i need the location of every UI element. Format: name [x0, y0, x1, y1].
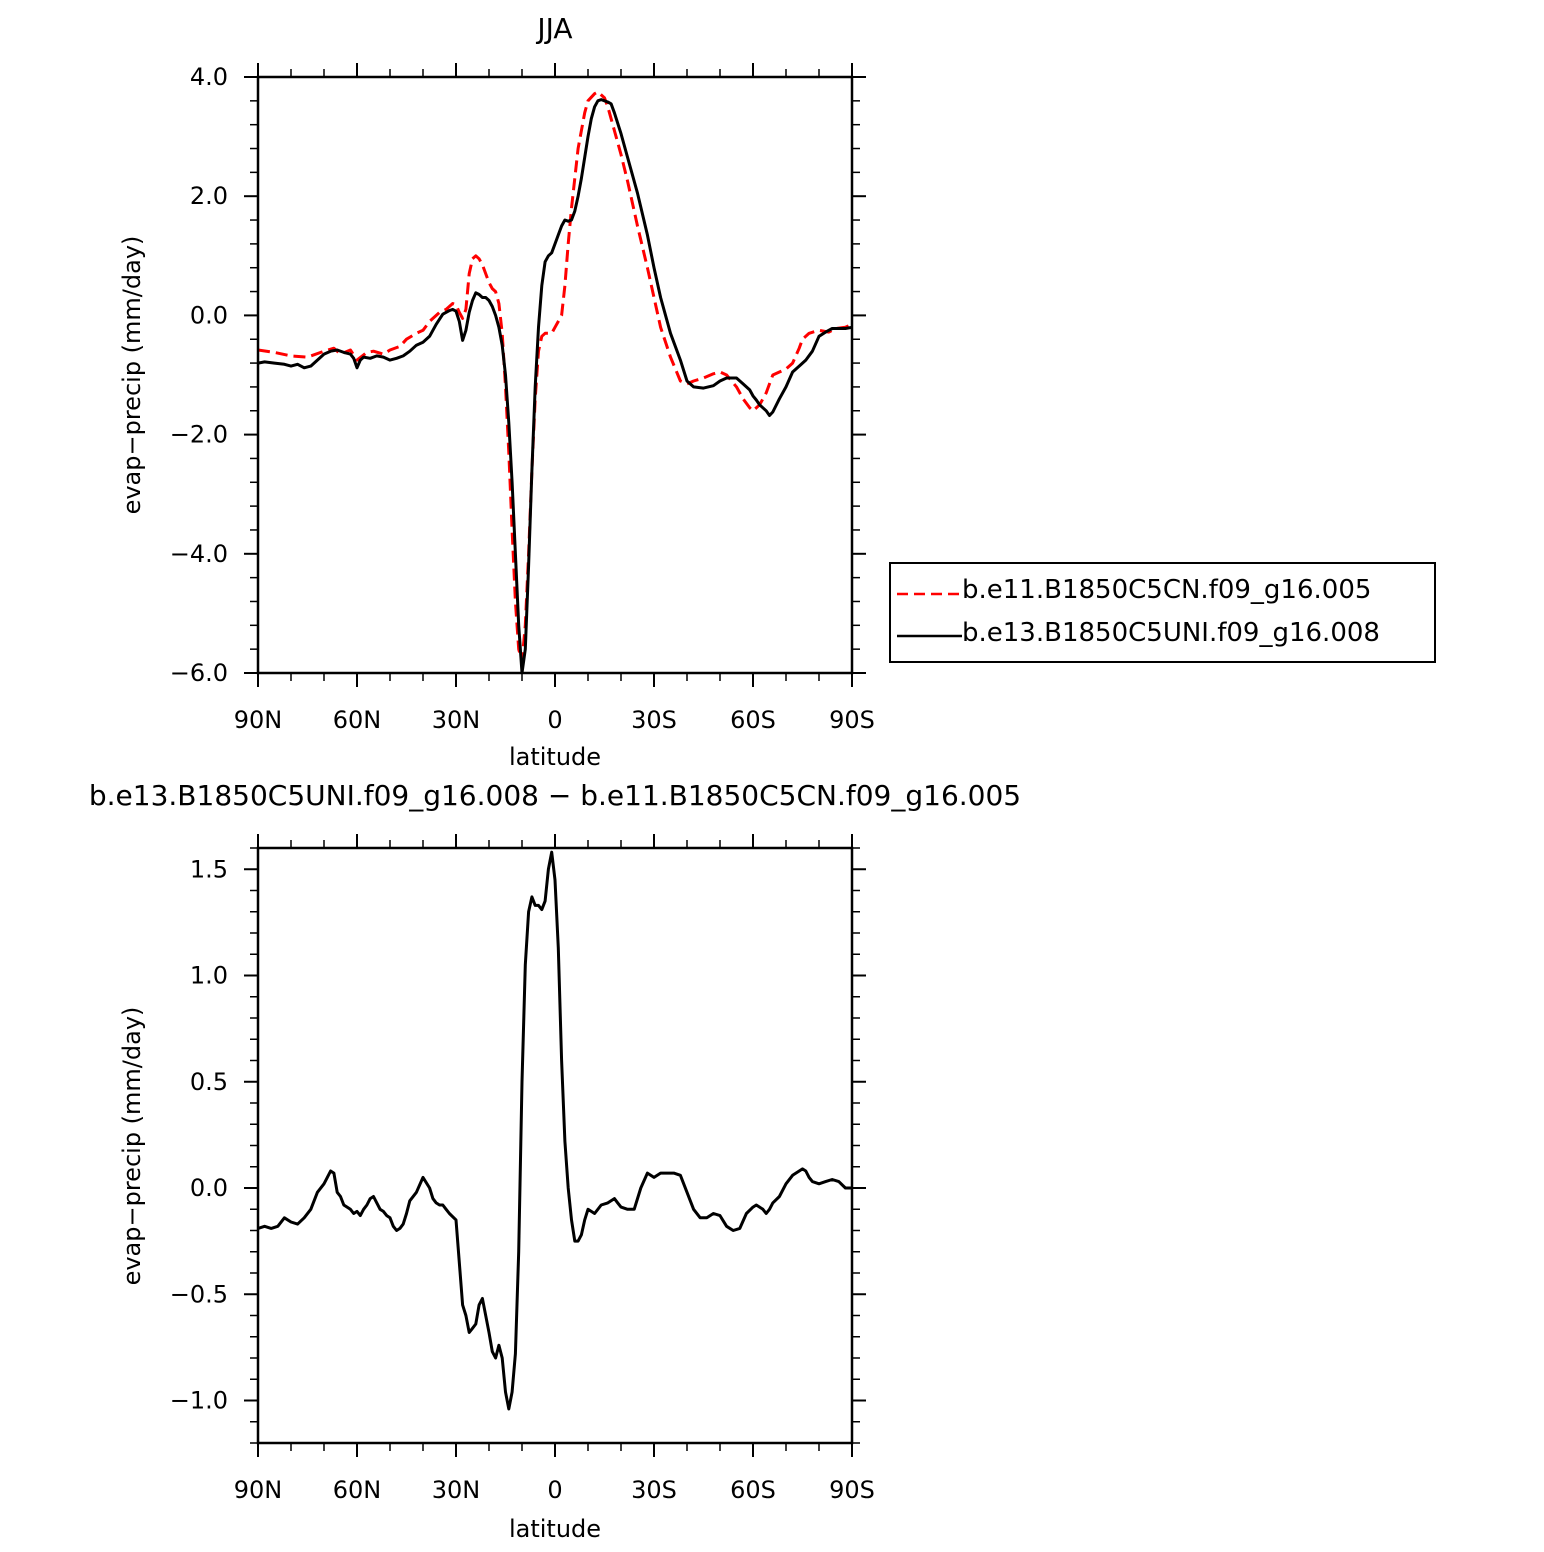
- panel-2-plot-frame: [256, 846, 854, 1445]
- series-line-2: [258, 98, 852, 673]
- x-tick-label: 30N: [432, 706, 481, 734]
- y-tick-label: −1.0: [170, 1387, 228, 1415]
- y-tick-label: 0.0: [190, 301, 228, 329]
- panel-2-x-axis-label: latitude: [509, 1515, 601, 1543]
- x-tick-label: 0: [547, 706, 562, 734]
- panel-2-ticks: [244, 834, 866, 1457]
- panel-1-x-tick-labels: 90N 60N 30N 0 30S 60S 90S: [234, 706, 875, 734]
- panel-2-y-axis-label: evap−precip (mm/day): [118, 1007, 146, 1286]
- x-tick-label: 90S: [829, 1476, 875, 1504]
- x-tick-label: 90N: [234, 1476, 283, 1504]
- x-tick-label: 60N: [333, 1476, 382, 1504]
- y-tick-label: 4.0: [190, 63, 228, 91]
- y-tick-label: 1.0: [190, 962, 228, 990]
- y-tick-label: 1.5: [190, 855, 228, 883]
- panel-1-x-axis-label: latitude: [509, 743, 601, 771]
- series-line-1: [258, 90, 852, 663]
- x-tick-label: 30S: [631, 1476, 677, 1504]
- panel-2-title: b.e13.B1850C5UNI.f09_g16.008 − b.e11.B18…: [89, 779, 1021, 812]
- panel-evap-precip-difference: b.e13.B1850C5UNI.f09_g16.008 − b.e11.B18…: [89, 779, 1021, 1543]
- x-tick-label: 60S: [730, 706, 776, 734]
- x-tick-label: 60N: [333, 706, 382, 734]
- panel-evap-precip-jja: JJA 4.0 2.0 0.0 −2.0 −4.0 −6.0 90N 60N 30N 0 30S 6…: [118, 12, 1436, 771]
- legend: b.e11.B1850C5CN.f09_g16.005 b.e13.B1850C…: [889, 562, 1436, 663]
- x-tick-label: 90N: [234, 706, 283, 734]
- y-tick-label: −4.0: [170, 540, 228, 568]
- panel-2-y-tick-labels: 1.5 1.0 0.5 0.0 −0.5 −1.0: [170, 855, 228, 1414]
- y-tick-label: 0.0: [190, 1174, 228, 1202]
- panel-1-series: [258, 90, 852, 673]
- panel-2-series: [258, 850, 852, 1411]
- legend-box: [889, 562, 1436, 663]
- panel-2-x-tick-labels: 90N 60N 30N 0 30S 60S 90S: [234, 1476, 875, 1504]
- y-tick-label: 0.5: [190, 1068, 228, 1096]
- y-tick-label: −6.0: [170, 659, 228, 687]
- legend-label-series-1: b.e11.B1850C5CN.f09_g16.005: [962, 575, 1371, 605]
- y-tick-label: 2.0: [190, 182, 228, 210]
- legend-label-series-2: b.e13.B1850C5UNI.f09_g16.008: [962, 618, 1380, 648]
- x-tick-label: 30N: [432, 1476, 481, 1504]
- y-tick-label: −2.0: [170, 421, 228, 449]
- panel-1-ticks: [244, 63, 866, 687]
- panel-1-title: JJA: [535, 12, 572, 45]
- panel-1-y-tick-labels: 4.0 2.0 0.0 −2.0 −4.0 −6.0: [170, 63, 228, 687]
- x-tick-label: 90S: [829, 706, 875, 734]
- panel-1-y-axis-label: evap−precip (mm/day): [118, 236, 146, 515]
- panel-1-plot-frame: [256, 75, 854, 675]
- x-tick-label: 0: [547, 1476, 562, 1504]
- x-tick-label: 30S: [631, 706, 677, 734]
- series-line-1: [258, 850, 852, 1411]
- x-tick-label: 60S: [730, 1476, 776, 1504]
- y-tick-label: −0.5: [170, 1280, 228, 1308]
